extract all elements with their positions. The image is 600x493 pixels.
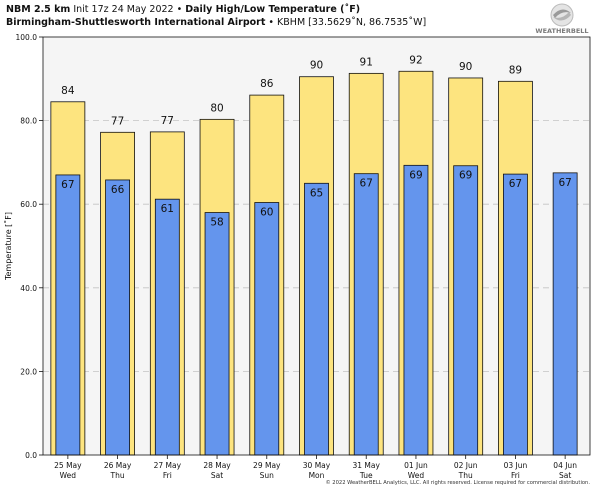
low-temp-label: 67 bbox=[509, 178, 522, 190]
station-name: Birmingham-Shuttlesworth International A… bbox=[6, 17, 266, 28]
y-tick-label: 100.0 bbox=[16, 33, 38, 42]
x-tick-date: 27 May bbox=[154, 461, 182, 470]
y-tick-label: 20.0 bbox=[20, 367, 37, 376]
low-temp-bar bbox=[552, 172, 578, 456]
copyright-notice: © 2022 WeatherBELL Analytics, LLC. All r… bbox=[325, 480, 590, 486]
x-tick-date: 02 Jun bbox=[454, 461, 478, 470]
station-coords: KBHM [33.5629˚N, 86.7535˚W] bbox=[277, 17, 427, 28]
x-tick-date: 03 Jun bbox=[504, 461, 528, 470]
x-tick-date: 31 May bbox=[353, 461, 381, 470]
x-tick-day: Wed bbox=[408, 471, 425, 480]
high-temp-label: 84 bbox=[61, 85, 75, 97]
low-temp-label: 67 bbox=[360, 178, 373, 190]
x-tick-date: 30 May bbox=[303, 461, 331, 470]
low-temp-bar bbox=[154, 198, 180, 456]
init-time: Init 17z 24 May 2022 bbox=[73, 4, 174, 15]
low-temp-bar bbox=[353, 173, 379, 456]
low-temp-bar bbox=[304, 182, 329, 456]
y-tick-label: 0.0 bbox=[25, 451, 37, 460]
high-temp-label: 86 bbox=[260, 78, 274, 90]
x-tick-date: 26 May bbox=[104, 461, 132, 470]
low-temp-label: 65 bbox=[310, 187, 323, 199]
y-tick-label: 60.0 bbox=[20, 200, 37, 209]
low-temp-label: 69 bbox=[409, 169, 422, 181]
low-temp-label: 58 bbox=[210, 217, 223, 229]
weatherbell-logo: WEATHERBELL bbox=[535, 3, 589, 35]
x-tick-day: Wed bbox=[60, 471, 77, 480]
low-temp-label: 67 bbox=[558, 177, 571, 189]
low-temp-label: 61 bbox=[161, 203, 174, 215]
high-temp-label: 91 bbox=[360, 56, 373, 68]
chart-header-line-2: Birmingham-Shuttlesworth International A… bbox=[6, 17, 426, 28]
x-tick-day: Thu bbox=[110, 471, 125, 480]
x-tick-day: Fri bbox=[511, 471, 520, 480]
x-tick-day: Sat bbox=[559, 471, 571, 480]
x-tick-date: 29 May bbox=[253, 461, 281, 470]
header-separator-2: • bbox=[268, 17, 275, 28]
x-tick-date: 04 Jun bbox=[553, 461, 577, 470]
low-temp-bar bbox=[503, 173, 528, 456]
logo-text: WEATHERBELL bbox=[535, 27, 588, 35]
x-tick-date: 01 Jun bbox=[404, 461, 428, 470]
low-temp-bar bbox=[403, 164, 429, 456]
y-tick-label: 40.0 bbox=[20, 284, 37, 293]
x-tick-day: Mon bbox=[309, 471, 325, 480]
x-tick-day: Thu bbox=[458, 471, 473, 480]
low-temp-label: 69 bbox=[459, 170, 472, 182]
x-tick-day: Tue bbox=[359, 471, 373, 480]
x-tick-date: 28 May bbox=[203, 461, 231, 470]
low-temp-bar bbox=[254, 202, 280, 456]
low-temp-bar bbox=[105, 179, 130, 456]
low-temp-bar bbox=[55, 174, 81, 456]
product-name: Daily High/Low Temperature (˚F) bbox=[185, 4, 361, 15]
y-tick-label: 80.0 bbox=[20, 117, 37, 126]
high-temp-label: 90 bbox=[310, 60, 323, 72]
high-temp-label: 77 bbox=[111, 115, 124, 127]
low-temp-label: 60 bbox=[260, 207, 273, 219]
x-tick-day: Sat bbox=[211, 471, 223, 480]
y-axis-label: Temperature [˚F] bbox=[3, 212, 13, 281]
low-temp-bar bbox=[204, 212, 230, 456]
high-temp-label: 92 bbox=[409, 54, 422, 66]
model-name: NBM 2.5 km bbox=[6, 4, 71, 15]
high-temp-label: 80 bbox=[210, 102, 223, 114]
low-temp-bar bbox=[453, 165, 479, 456]
x-tick-day: Sun bbox=[260, 471, 275, 480]
chart-header-line-1: NBM 2.5 km Init 17z 24 May 2022 • Daily … bbox=[6, 4, 360, 15]
low-temp-label: 67 bbox=[61, 179, 74, 191]
high-temp-label: 90 bbox=[459, 61, 472, 73]
header-separator: • bbox=[176, 4, 183, 15]
low-temp-label: 66 bbox=[111, 184, 125, 196]
x-tick-date: 25 May bbox=[54, 461, 82, 470]
x-tick-day: Fri bbox=[163, 471, 172, 480]
high-temp-label: 77 bbox=[161, 115, 174, 127]
high-temp-label: 89 bbox=[509, 64, 522, 76]
